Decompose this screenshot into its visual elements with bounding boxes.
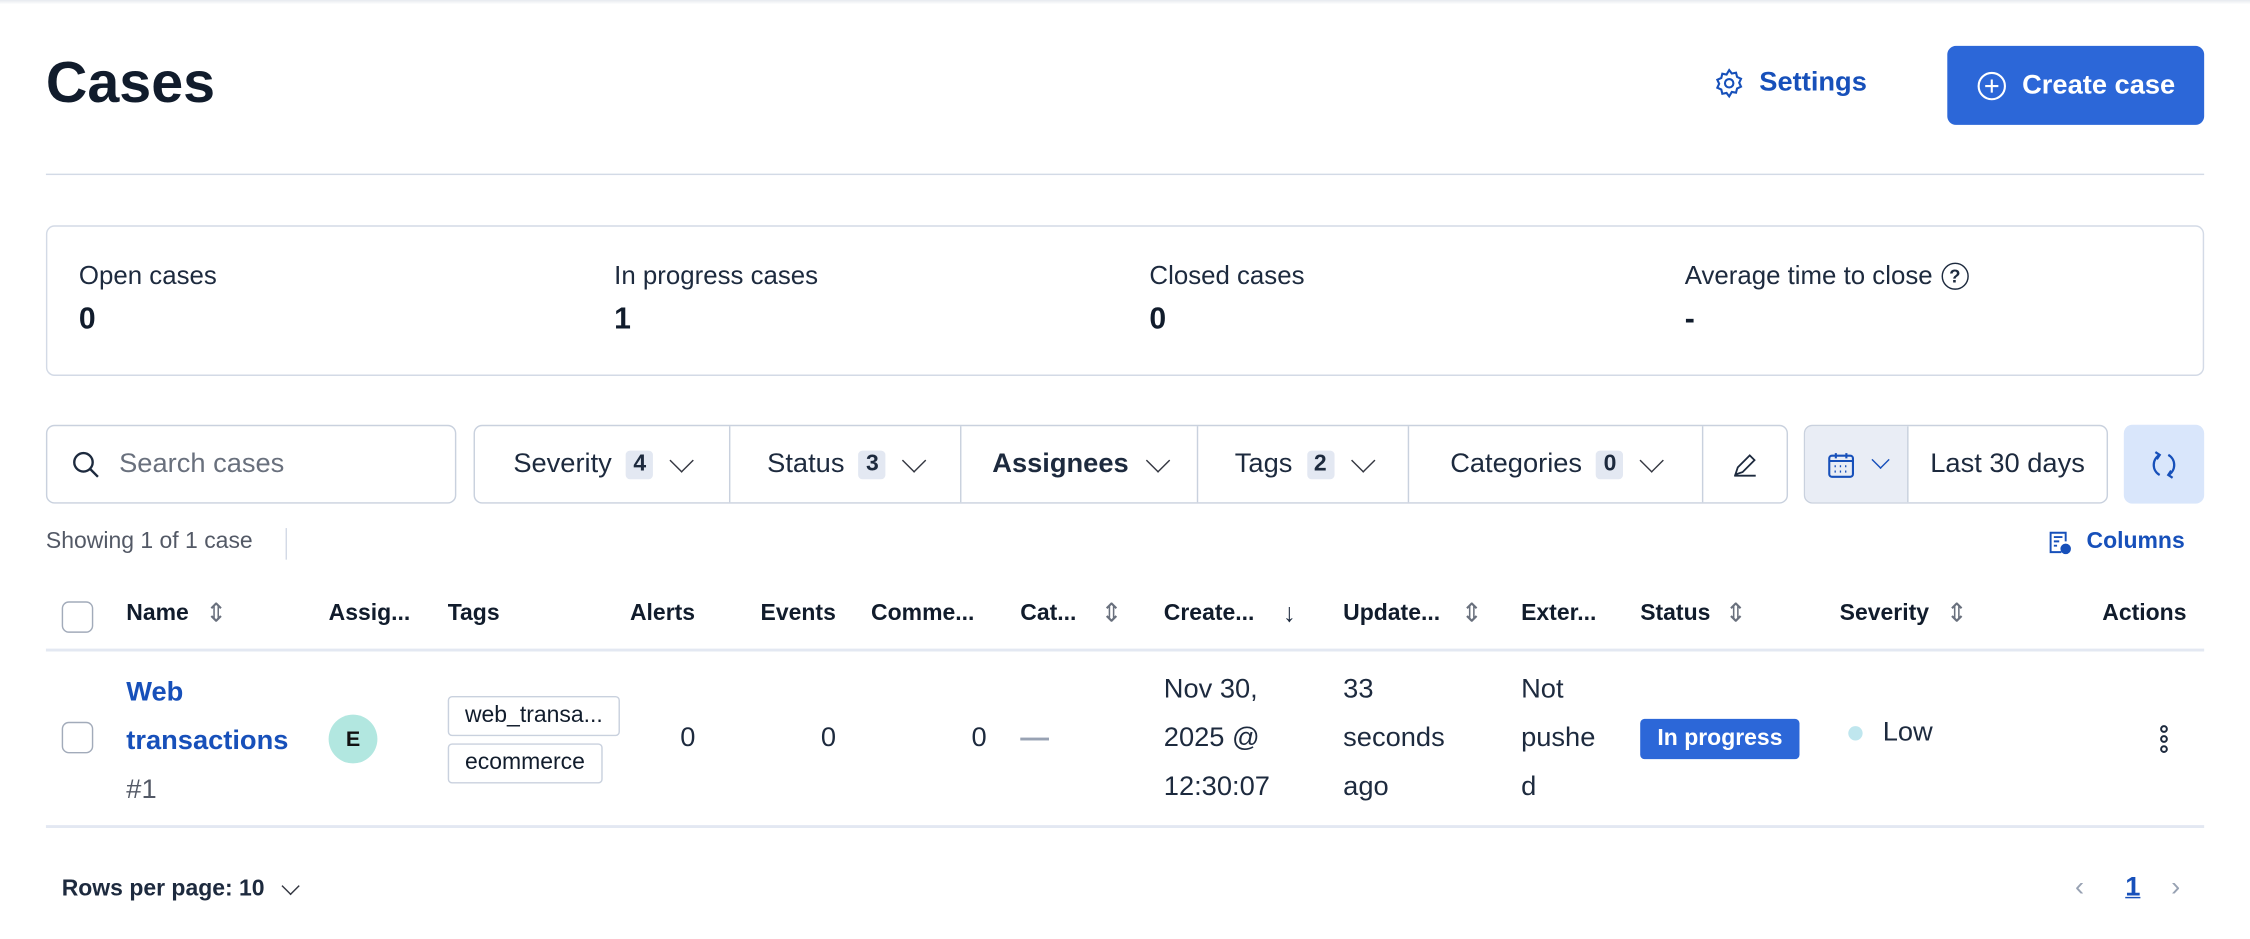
more-vertical-icon bbox=[2160, 725, 2168, 753]
case-link[interactable]: Web transactions bbox=[126, 677, 289, 757]
header-category[interactable]: Cat... bbox=[1020, 601, 1077, 626]
settings-button[interactable]: Settings bbox=[1713, 67, 1867, 99]
chevron-down-icon bbox=[669, 447, 695, 473]
chevron-down-icon bbox=[1350, 447, 1375, 473]
created-date: Nov 30, 2025 @12:30:07 bbox=[1163, 674, 1270, 803]
events-count: 0 bbox=[820, 723, 836, 754]
chevron-down-icon bbox=[281, 876, 301, 895]
sort-icon[interactable]: ⇕ bbox=[1724, 598, 1747, 628]
create-case-button[interactable]: Create case bbox=[1947, 45, 2205, 125]
search-icon bbox=[73, 451, 99, 477]
refresh-button[interactable] bbox=[2123, 424, 2205, 504]
external-incident: Not pushe d bbox=[1521, 674, 1596, 803]
empty-category bbox=[1020, 737, 1049, 741]
categories-filter[interactable]: Categories 0 bbox=[1409, 426, 1704, 503]
status-filter[interactable]: Status 3 bbox=[730, 426, 962, 503]
calendar-icon bbox=[1828, 452, 1854, 478]
avatar: E bbox=[328, 714, 378, 764]
severity-indicator: Low bbox=[1848, 718, 1933, 750]
top-shadow bbox=[0, 0, 2250, 5]
search-field[interactable] bbox=[45, 424, 457, 504]
header-severity[interactable]: Severity bbox=[1839, 601, 1930, 626]
filter-group: Severity 4 Status 3 Assignees Tags 2 Catego… bbox=[473, 424, 1789, 504]
sort-icon[interactable]: ⇕ bbox=[205, 598, 227, 628]
case-name: Web transactions #1 bbox=[126, 669, 313, 815]
header-status[interactable]: Status bbox=[1640, 601, 1711, 626]
stat-closed: Closed cases 0 bbox=[1149, 261, 1305, 336]
sort-descending-icon[interactable]: ↓ bbox=[1282, 598, 1296, 628]
search-input[interactable] bbox=[119, 448, 407, 481]
chevron-down-icon bbox=[1871, 450, 1890, 470]
columns-button[interactable]: Columns bbox=[2046, 530, 2185, 556]
tag-badge: ecommerce bbox=[447, 743, 603, 784]
header-events: Events bbox=[760, 601, 836, 626]
rows-per-page-button[interactable]: Rows per page: 10 bbox=[62, 876, 301, 903]
chevron-down-icon bbox=[902, 447, 927, 473]
divider bbox=[45, 173, 2205, 176]
header-comments: Comme... bbox=[871, 601, 975, 626]
plus-circle-icon bbox=[1977, 71, 2007, 100]
chevron-down-icon bbox=[1640, 447, 1665, 473]
date-range-button[interactable]: Last 30 days bbox=[1930, 448, 2085, 479]
edit-filters-button[interactable] bbox=[1703, 426, 1786, 502]
header-external: Exter... bbox=[1521, 601, 1597, 626]
date-picker: Last 30 days bbox=[1803, 424, 2109, 504]
updated-date: 33 seconds ago bbox=[1343, 674, 1445, 803]
create-case-label: Create case bbox=[2022, 69, 2176, 100]
header-created[interactable]: Create... bbox=[1163, 601, 1255, 626]
header-name[interactable]: Name bbox=[126, 601, 189, 626]
chevron-down-icon bbox=[1145, 447, 1170, 473]
alerts-count: 0 bbox=[680, 723, 696, 754]
stat-avg-time: Average time to close? - bbox=[1685, 261, 1969, 337]
next-page-button[interactable]: › bbox=[2171, 872, 2181, 903]
header-alerts: Alerts bbox=[629, 601, 696, 626]
sort-icon[interactable]: ⇕ bbox=[1100, 598, 1123, 628]
severity-filter[interactable]: Severity 4 bbox=[475, 426, 731, 503]
refresh-icon bbox=[2152, 450, 2176, 479]
stats-panel: Open cases 0 In progress cases 1 Closed ca… bbox=[45, 225, 2205, 376]
comments-count: 0 bbox=[971, 723, 987, 754]
tags-filter[interactable]: Tags 2 bbox=[1198, 426, 1410, 503]
settings-label: Settings bbox=[1759, 67, 1867, 98]
quick-select-button[interactable] bbox=[1805, 426, 1909, 503]
assignees-filter[interactable]: Assignees bbox=[961, 426, 1199, 503]
header-assignees: Assig... bbox=[328, 601, 411, 626]
row-divider bbox=[45, 825, 2205, 828]
gear-icon bbox=[1715, 68, 1743, 99]
header-divider bbox=[45, 648, 2205, 652]
columns-icon bbox=[2049, 531, 2071, 555]
header-actions: Actions bbox=[2102, 601, 2187, 626]
select-all-checkbox[interactable] bbox=[61, 601, 94, 633]
sort-icon[interactable]: ⇕ bbox=[1460, 598, 1483, 628]
page-title: Cases bbox=[45, 51, 216, 115]
showing-count: Showing 1 of 1 case bbox=[45, 529, 253, 554]
page-1-button[interactable]: 1 bbox=[2125, 872, 2141, 903]
header-updated[interactable]: Update... bbox=[1343, 601, 1441, 626]
stat-open: Open cases 0 bbox=[78, 261, 217, 336]
header-tags: Tags bbox=[447, 601, 500, 626]
question-icon[interactable]: ? bbox=[1941, 262, 1969, 290]
sort-icon[interactable]: ⇕ bbox=[1945, 598, 1968, 628]
severity-dot bbox=[1848, 726, 1863, 741]
status-badge[interactable]: In progress bbox=[1640, 718, 1800, 760]
pencil-icon bbox=[1733, 453, 1756, 476]
previous-page-button[interactable]: ‹ bbox=[2075, 872, 2085, 903]
tag-badge: web_transa... bbox=[447, 695, 621, 737]
row-checkbox[interactable] bbox=[61, 721, 94, 754]
stat-in-progress: In progress cases 1 bbox=[614, 261, 819, 336]
actions-menu-button[interactable] bbox=[2150, 722, 2179, 764]
divider bbox=[285, 528, 287, 560]
